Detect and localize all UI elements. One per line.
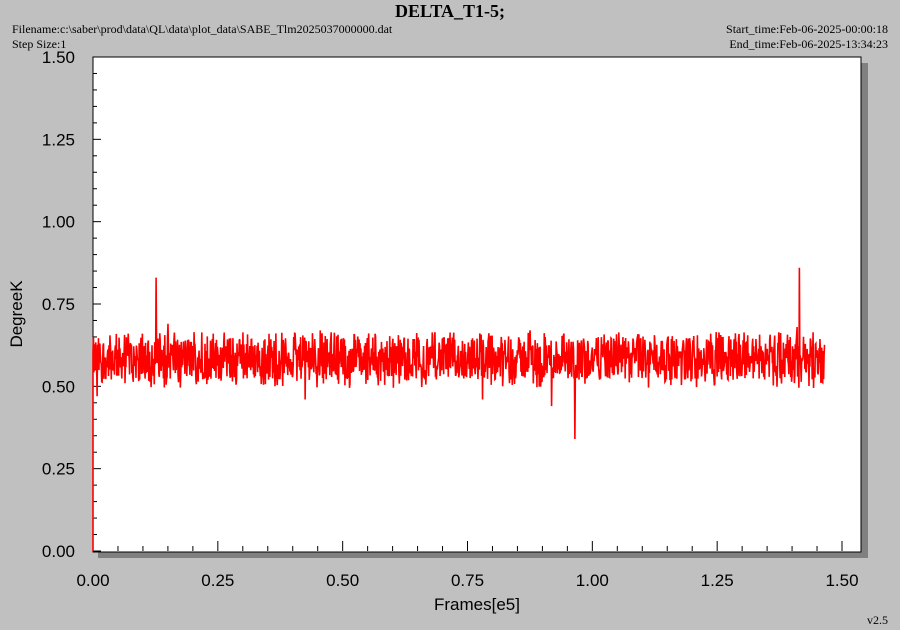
x-tick-label: 1.25: [701, 571, 734, 590]
version-label: v2.5: [867, 613, 888, 627]
end-time-label: End_time:Feb-06-2025-13:34:23: [729, 37, 888, 51]
x-tick-label: 1.50: [825, 571, 858, 590]
y-tick-label: 1.50: [42, 48, 75, 67]
y-tick-label: 0.00: [42, 542, 75, 561]
x-tick-label: 1.00: [576, 571, 609, 590]
y-axis-label: DegreeK: [7, 280, 26, 348]
y-tick-label: 0.75: [42, 295, 75, 314]
x-axis-label: Frames[e5]: [434, 595, 520, 614]
y-tick-label: 0.50: [42, 377, 75, 396]
y-tick-label: 0.25: [42, 460, 75, 479]
series-line: [92, 267, 826, 551]
tick-labels: 0.00 0.25 0.50 0.75 1.00 1.25 1.50 0.00 0.25 0.50…: [42, 48, 859, 590]
plot-area: [92, 56, 862, 553]
x-tick-label: 0.00: [76, 571, 109, 590]
y-tick-label: 1.00: [42, 213, 75, 232]
step-size-label: Step Size:1: [12, 37, 67, 51]
start-time-label: Start_time:Feb-06-2025-00:00:18: [726, 22, 888, 36]
chart-title: DELTA_T1-5;: [394, 1, 506, 21]
filename-label: Filename:c:\saber\prod\data\QL\data\plot…: [12, 22, 393, 36]
y-tick-label: 1.25: [42, 130, 75, 149]
series-path: [92, 267, 826, 551]
x-tick-label: 0.50: [326, 571, 359, 590]
x-tick-label: 0.25: [201, 571, 234, 590]
x-tick-label: 0.75: [451, 571, 484, 590]
